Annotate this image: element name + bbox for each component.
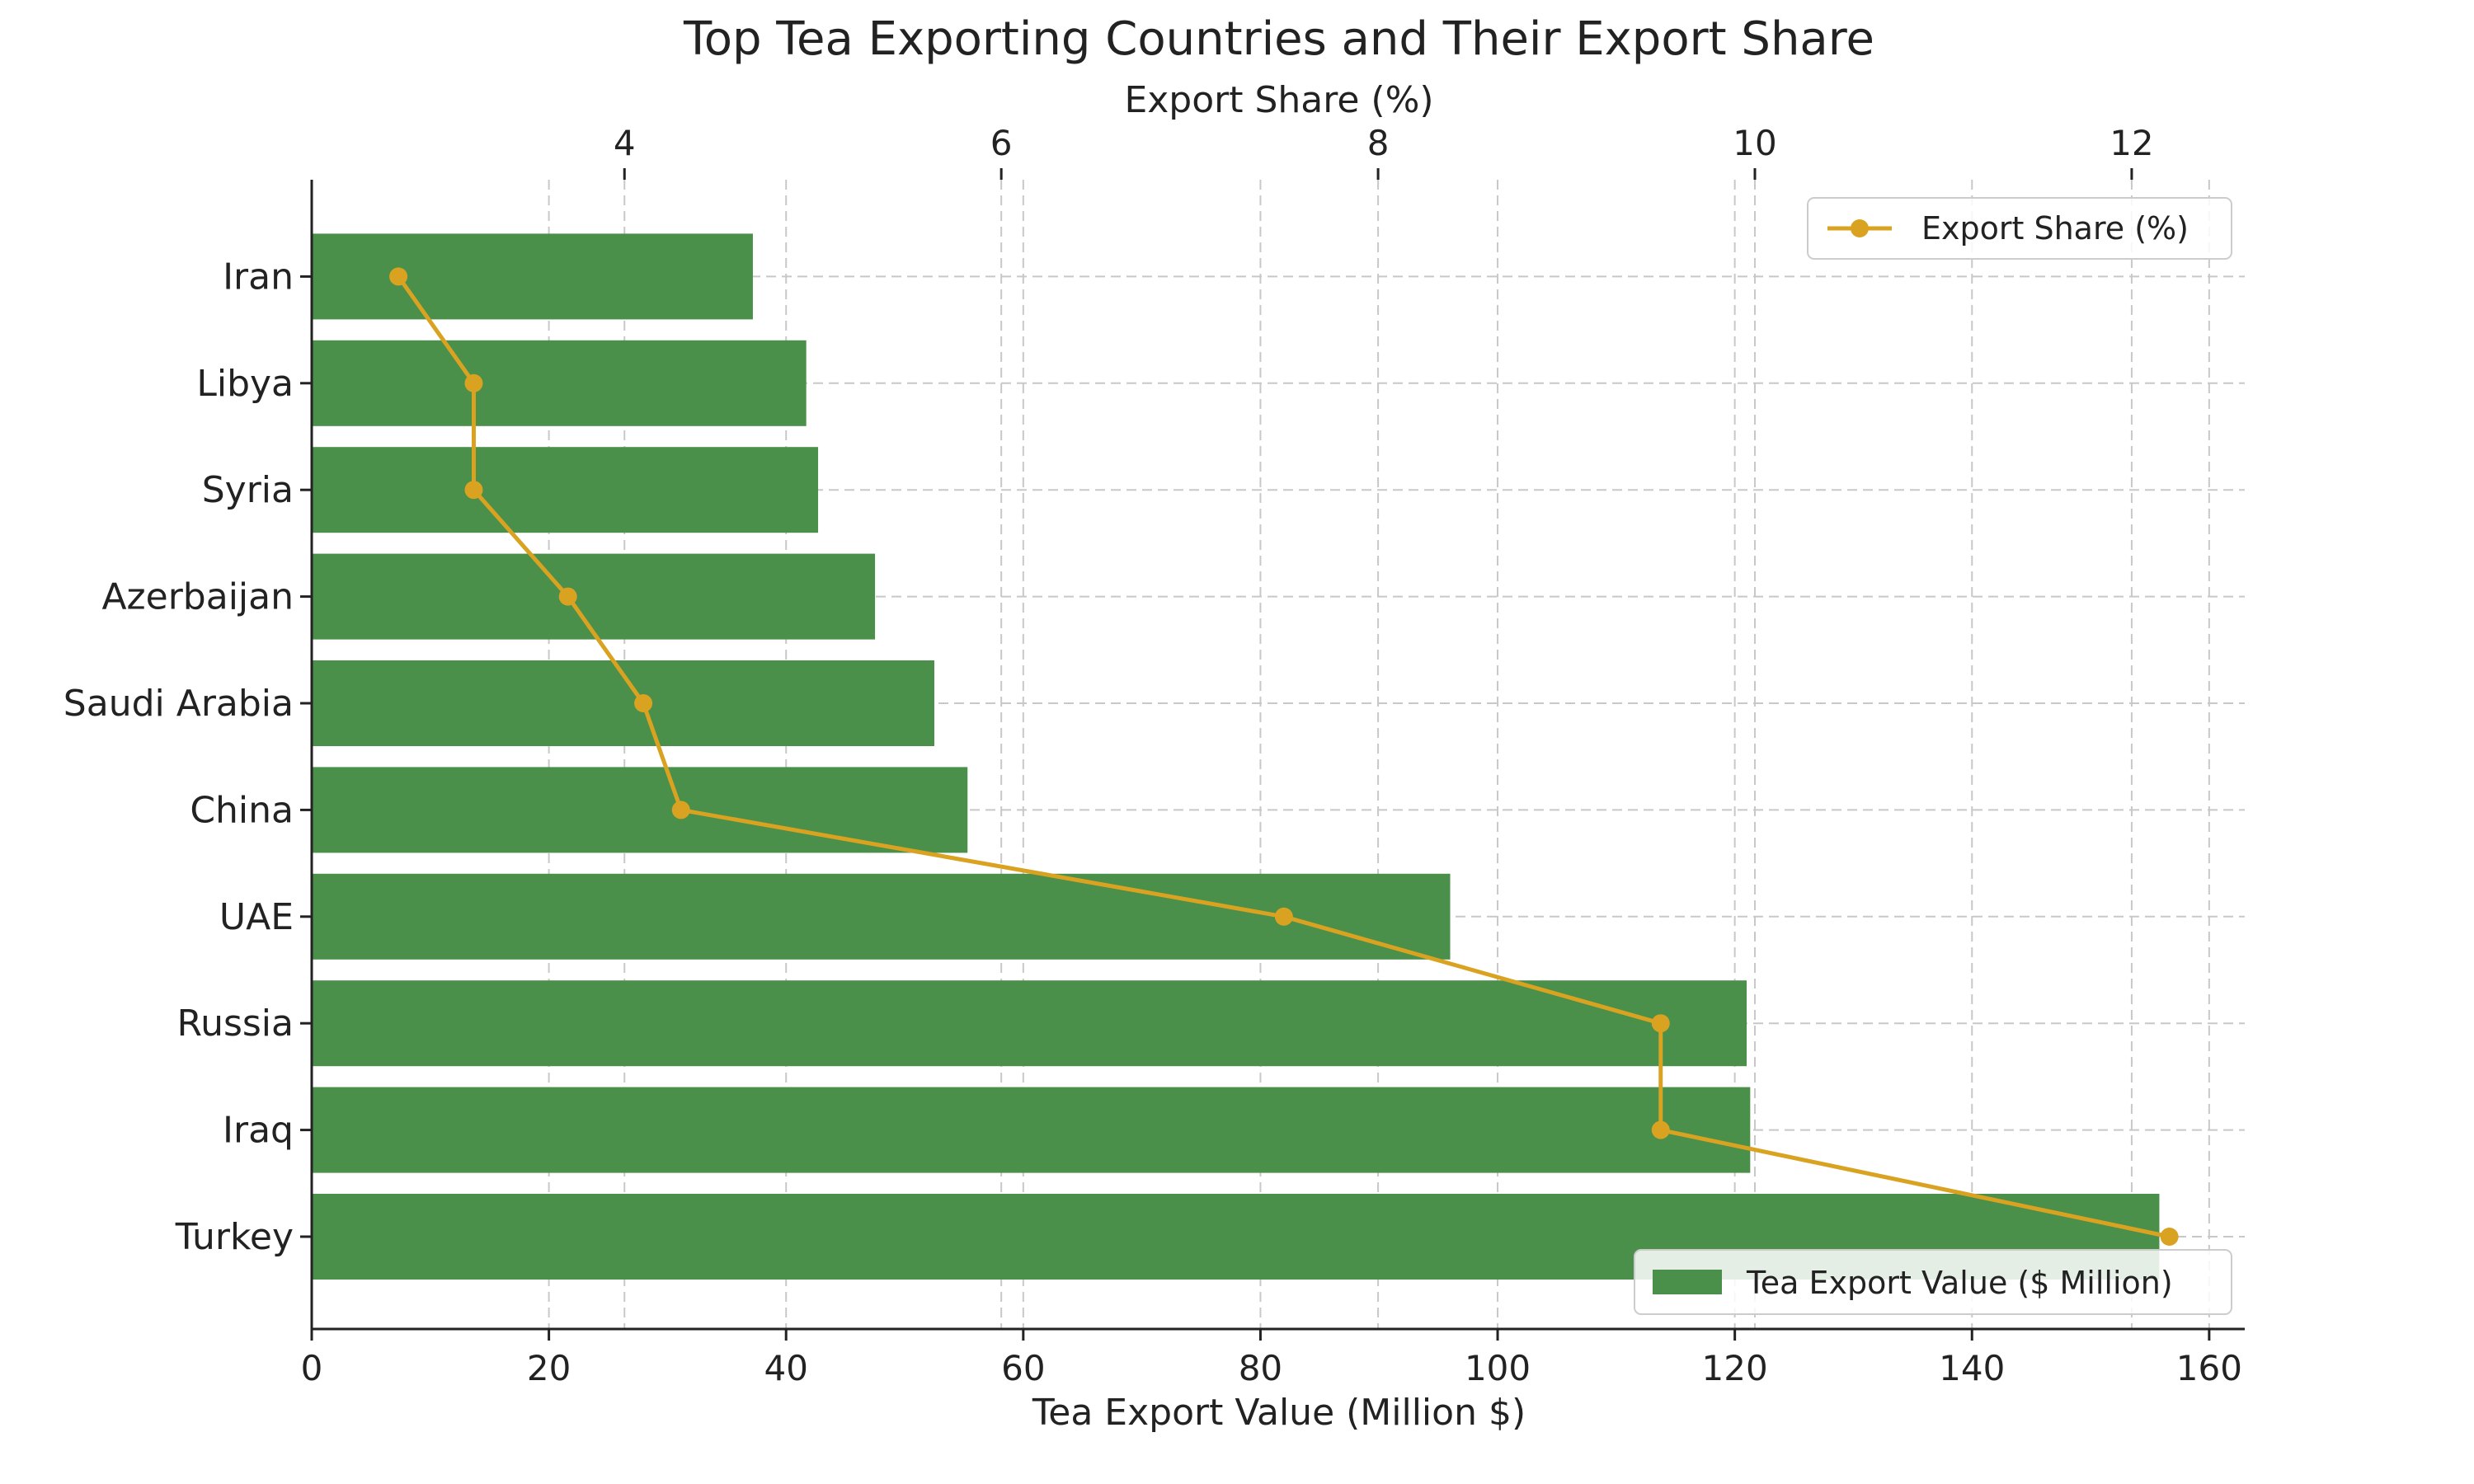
- x-tick-label: 140: [1939, 1348, 2005, 1388]
- bar-iraq: [312, 1087, 1751, 1173]
- bar-russia: [312, 980, 1747, 1067]
- y-tick-label: Saudi Arabia: [63, 683, 294, 725]
- point-export-share-saudi-arabia: [634, 694, 653, 712]
- y-tick-label: Syria: [202, 469, 294, 511]
- legend-bar-swatch: [1653, 1270, 1722, 1294]
- point-export-share-russia: [1651, 1014, 1670, 1033]
- bar-iran: [312, 233, 753, 320]
- bar-libya: [312, 340, 807, 426]
- point-export-share-china: [671, 801, 690, 819]
- y-tick-label: China: [190, 789, 294, 831]
- point-export-share-syria: [464, 481, 483, 500]
- secondary-x-tick-label: 6: [990, 123, 1013, 163]
- legend-box: [1634, 1249, 2232, 1315]
- secondary-x-tick-label: 12: [2109, 123, 2153, 163]
- x-tick-label: 100: [1465, 1348, 1531, 1388]
- legend-layer: Export Share (%) Tea Export Value ($ Mill…: [1634, 197, 2232, 1315]
- point-export-share-iran: [389, 267, 408, 286]
- chart-title: Top Tea Exporting Countries and Their Ex…: [683, 12, 1874, 66]
- x-tick-label: 20: [527, 1348, 571, 1388]
- bar-syria: [312, 447, 819, 533]
- y-tick-label: Libya: [196, 363, 294, 405]
- x-axis-label: Tea Export Value (Million $): [1032, 1392, 1526, 1434]
- point-export-share-libya: [464, 373, 483, 392]
- legend-export-value: Tea Export Value ($ Million): [1634, 1249, 2232, 1315]
- ticks-layer: 0 20 40 60 80 100 120 140 160 4 6 8 10 12 Turkey Iraq Ru…: [63, 123, 2242, 1388]
- legend-box: [1807, 197, 2232, 260]
- x-tick-label: 120: [1702, 1348, 1768, 1388]
- point-export-share-iraq: [1651, 1120, 1670, 1139]
- bars-layer: [312, 233, 2160, 1280]
- bar-uae: [312, 873, 1451, 960]
- secondary-x-tick-label: 8: [1367, 123, 1390, 163]
- x-tick-label: 0: [301, 1348, 323, 1388]
- x-tick-label: 160: [2176, 1348, 2242, 1388]
- x-tick-label: 80: [1239, 1348, 1282, 1388]
- legend-marker-swatch: [1851, 219, 1869, 237]
- y-tick-label: Iran: [223, 256, 294, 298]
- y-tick-label: Iraq: [223, 1110, 294, 1152]
- y-tick-label: Turkey: [175, 1216, 294, 1258]
- axes-layer: [310, 180, 2245, 1331]
- point-export-share-turkey: [2160, 1228, 2179, 1246]
- point-export-share-azerbaijan: [558, 587, 577, 606]
- bar-china: [312, 767, 968, 853]
- secondary-x-tick-label: 10: [1733, 123, 1776, 163]
- legend-label: Tea Export Value ($ Million): [1746, 1265, 2173, 1301]
- point-export-share-uae: [1274, 907, 1293, 926]
- y-tick-label: Russia: [176, 1003, 294, 1045]
- series-line-export-share: [397, 275, 2171, 1239]
- legend-export-share: Export Share (%): [1807, 197, 2232, 260]
- y-tick-label: Azerbaijan: [101, 576, 294, 618]
- secondary-x-tick-label: 4: [614, 123, 636, 163]
- x-tick-label: 60: [1001, 1348, 1045, 1388]
- legend-label: Export Share (%): [1921, 210, 2189, 247]
- y-tick-label: UAE: [219, 896, 294, 938]
- x-tick-label: 40: [764, 1348, 807, 1388]
- bar-azerbaijan: [312, 553, 876, 640]
- secondary-axis-label: Export Share (%): [1124, 79, 1433, 121]
- line-layer: [389, 267, 2179, 1246]
